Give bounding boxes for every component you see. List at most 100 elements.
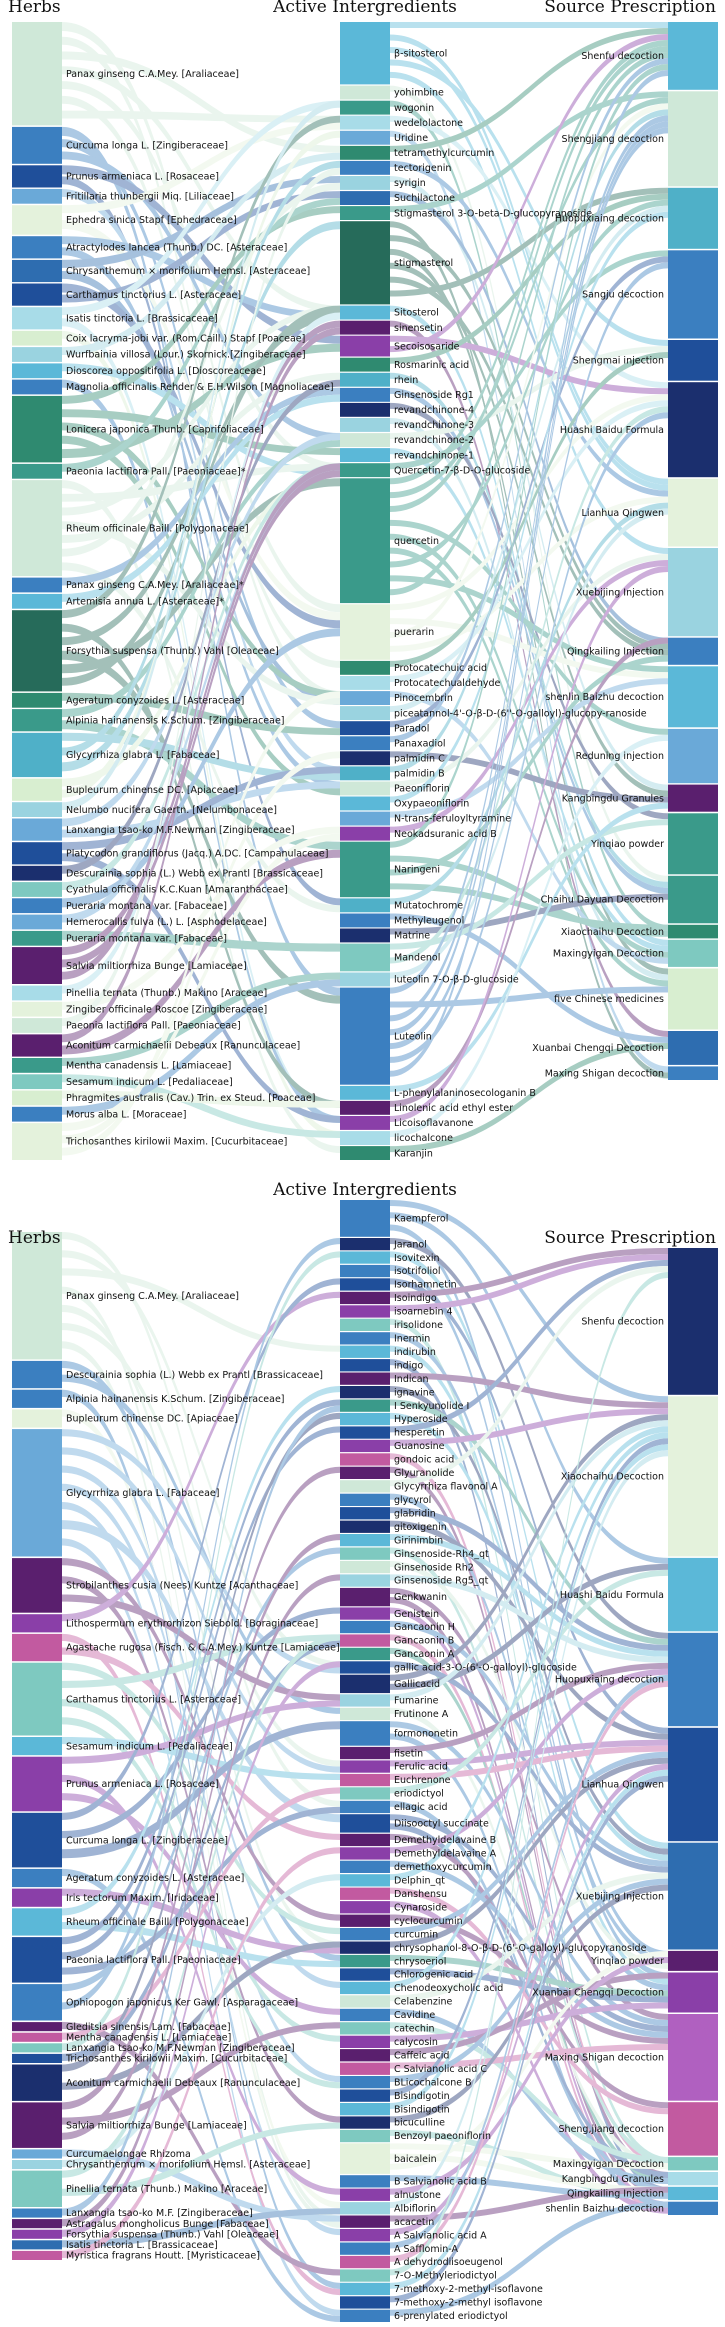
ingredient-node: [340, 811, 390, 826]
flow-link: [390, 100, 668, 931]
ingredient-node: [340, 448, 390, 462]
ingredient-label: Girinimbin: [394, 1535, 443, 1546]
flow-link: [390, 1248, 668, 1298]
ingredient-node: [340, 1100, 390, 1115]
prescription-node: [668, 728, 718, 784]
prescription-label: Xuanbai Chengqi Decoction: [532, 1043, 664, 1054]
flow-link: [390, 1878, 668, 2083]
ingredient-label: demethoxycurcumin: [394, 1862, 492, 1873]
herb-node: [12, 2240, 62, 2250]
flow-link: [62, 1662, 340, 1935]
flow-link: [390, 400, 668, 682]
herb-label: Pueraria montana var. [Fabaceae]: [66, 901, 227, 912]
flow-link: [62, 1286, 340, 2222]
flow-link: [390, 1412, 668, 1861]
ingredient-label: acacetin: [394, 2217, 434, 2228]
herb-label: Carthamus tinctorius L. [Asteraceae]: [66, 1694, 241, 1705]
flow-link: [62, 691, 340, 1156]
flow-link: [390, 1887, 668, 2115]
herb-label: Trichosanthes kirilowii Maxim. [Cucurbit…: [65, 2054, 287, 2065]
prescription-node: [668, 1842, 718, 1950]
ingredient-node: [340, 1560, 390, 1574]
ingredient-node: [340, 2103, 390, 2116]
prescription-node: [668, 637, 718, 665]
flow-link: [62, 379, 340, 1123]
herb-label: Prunus armeniaca L. [Rosaceae]: [66, 1779, 219, 1790]
herb-node: [12, 1868, 62, 1888]
flow-link: [62, 1360, 340, 1962]
prescription-node: [668, 1950, 718, 1971]
ingredient-label: revandchinone-1: [394, 450, 474, 461]
flow-link: [62, 2149, 340, 2222]
ingredient-label: revandchinone-3: [394, 420, 474, 431]
flow-link: [62, 1661, 340, 2237]
flow-link: [390, 187, 668, 297]
flow-link: [390, 346, 668, 440]
flow-link: [390, 193, 668, 364]
flow-link: [390, 2002, 668, 2042]
ingredient-node: [340, 1547, 390, 1560]
prescription-node: [668, 91, 718, 187]
ingredient-label: Cynaroside: [394, 1902, 447, 1913]
flow-link: [62, 1787, 340, 2040]
herb-node: [12, 347, 62, 362]
prescription-label: shenlin Baizhu decoction: [545, 692, 664, 703]
flow-link: [62, 66, 340, 313]
ingredient-node: [340, 1901, 390, 1914]
ingredient-label: yohimbine: [394, 88, 444, 99]
herb-node: [12, 2102, 62, 2148]
prescription-node: [668, 939, 718, 967]
flow-link: [390, 412, 668, 1063]
flow-link: [390, 1956, 668, 2195]
ingredient-label: Oxypaeoniflorin: [394, 799, 469, 810]
flow-link: [62, 1737, 340, 1780]
herb-label: Lanxangia tsao-ko M.F.Newman [Zingiberac…: [66, 2043, 295, 2054]
flow-link: [390, 2175, 668, 2199]
flow-link: [390, 1200, 668, 1403]
ingredient-label: ellagic acid: [394, 1802, 448, 1813]
ingredient-node: [340, 1620, 390, 1634]
ingredient-node: [340, 1800, 390, 1814]
flow-link: [390, 1739, 668, 1767]
flow-link: [62, 343, 340, 459]
herb-label: Forsythia suspensa (Thunb.) Vahl [Oleace…: [66, 2229, 279, 2240]
ingredient-node: [340, 418, 390, 432]
prescription-node: [668, 340, 718, 381]
flow-link: [62, 1534, 340, 2140]
ingredient-label: rhein: [394, 375, 418, 386]
flow-link: [390, 1237, 668, 1639]
flow-link: [390, 1563, 668, 1690]
prescription-label: Maxingyigan Decoction: [553, 2159, 664, 2170]
prescription-node: [668, 187, 718, 249]
prescription-label: Huopuxiaing decoction: [555, 1675, 664, 1686]
ingredient-node: [340, 2202, 390, 2215]
flow-link: [62, 387, 340, 586]
ingredient-node: [340, 145, 390, 160]
herb-label: Gleditsia sinensis Lam. [Fabaceae]: [66, 2022, 231, 2033]
flow-link: [390, 1823, 668, 2178]
prescription-node: [668, 382, 718, 478]
flow-link: [390, 372, 668, 888]
flow-link: [390, 1318, 668, 2164]
flow-link: [62, 1251, 340, 2051]
ingredient-label: Mandenol: [394, 953, 440, 964]
flow-link: [62, 930, 340, 952]
flow-link: [390, 734, 668, 1138]
herb-node: [12, 2160, 62, 2170]
herb-node: [12, 1756, 62, 1812]
ingredient-node: [340, 1874, 390, 1887]
prescription-node: [668, 1396, 718, 1557]
ingredient-node: [340, 1787, 390, 1800]
prescription-label: Xiaochaihu Decoction: [561, 1472, 664, 1483]
ingredient-label: Paradol: [394, 723, 429, 734]
herb-node: [12, 930, 62, 946]
flow-link: [62, 1576, 340, 2123]
flow-link: [390, 678, 668, 818]
flow-link: [62, 470, 340, 787]
ingredient-label: palmidin B: [394, 769, 445, 780]
herb-label: Magnolia officinalis Rehder & E.H.Wilson…: [66, 382, 334, 393]
ingredient-label: BLicochalcone B: [394, 2077, 472, 2088]
flow-link: [390, 191, 668, 644]
flow-link: [390, 205, 668, 713]
ingredient-label: revandchinone-4: [394, 405, 474, 416]
